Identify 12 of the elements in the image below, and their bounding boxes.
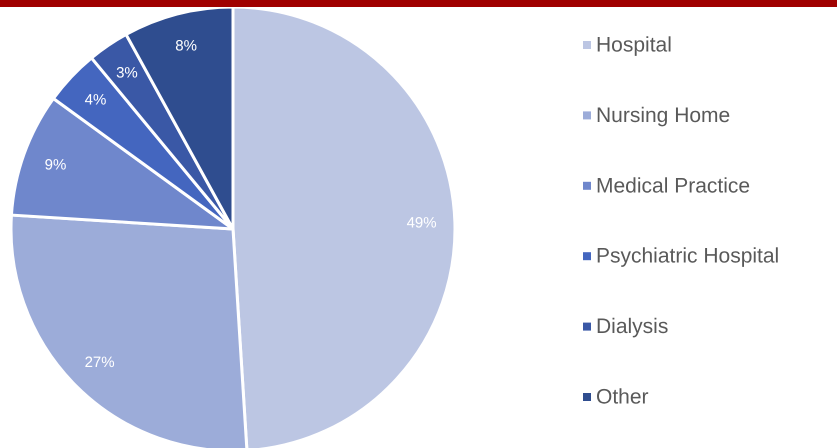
- data-label: 4%: [84, 91, 106, 108]
- legend-label: Dialysis: [596, 315, 668, 338]
- legend-label: Hospital: [596, 34, 672, 56]
- data-label: 3%: [116, 64, 138, 82]
- legend-label: Medical Practice: [596, 174, 750, 198]
- legend-label: Psychiatric Hospital: [596, 244, 780, 268]
- legend-label: Nursing Home: [596, 104, 730, 127]
- legend-label: Other: [596, 386, 649, 408]
- data-label: 9%: [44, 156, 66, 174]
- data-label: 8%: [175, 38, 197, 55]
- data-label: 27%: [84, 354, 115, 371]
- data-label: 49%: [406, 214, 437, 232]
